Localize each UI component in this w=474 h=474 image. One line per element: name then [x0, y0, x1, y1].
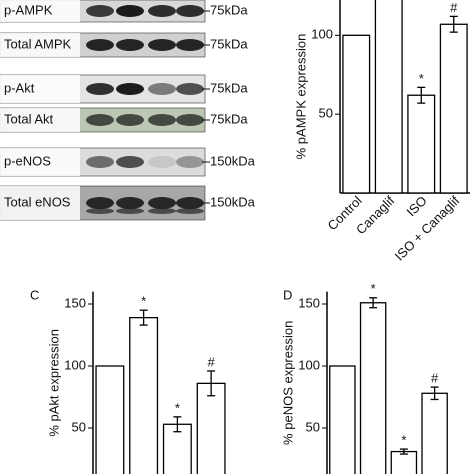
annotation: *	[175, 400, 180, 415]
bar	[359, 302, 387, 474]
blot-band	[116, 114, 144, 126]
x-tick-label: ISO	[403, 193, 429, 219]
error-bar	[449, 15, 458, 33]
blot-band	[176, 197, 204, 209]
y-tick-label: 100	[298, 357, 320, 372]
marker-label: 150kDa	[210, 153, 256, 168]
blot-band	[176, 208, 204, 214]
error-bar	[139, 309, 148, 326]
blot-band	[176, 5, 204, 17]
annotation: *	[371, 281, 376, 296]
blot-label-box	[0, 108, 80, 132]
blot-label: Total eNOS	[4, 194, 71, 209]
y-tick-label: 100	[64, 357, 86, 372]
blot-band	[148, 156, 176, 168]
blot-band	[116, 83, 144, 95]
y-axis-label: % pAkt expression	[46, 329, 61, 437]
blot-band	[148, 5, 176, 17]
error-bar	[207, 370, 216, 397]
annotation: *	[401, 433, 406, 448]
blot-band	[116, 5, 144, 17]
blot-band	[86, 208, 114, 214]
blot-label: Total AMPK	[4, 36, 72, 51]
blot-label-box	[0, 186, 80, 220]
blot-band	[86, 156, 114, 168]
blot-label-box	[0, 0, 80, 22]
bar	[95, 365, 125, 474]
blot-band	[116, 197, 144, 209]
error-bar	[399, 448, 408, 455]
bar	[407, 94, 436, 194]
y-tick-label: 150	[298, 295, 320, 310]
blot-band	[176, 156, 204, 168]
blot-band	[116, 156, 144, 168]
blot-band	[86, 39, 114, 51]
blot-band	[176, 114, 204, 126]
blot-label-box	[0, 75, 80, 103]
blot-band	[176, 39, 204, 51]
panel-label: C	[30, 287, 39, 302]
blot-band	[148, 208, 176, 214]
blot-band	[86, 83, 114, 95]
annotation: #	[208, 354, 216, 369]
error-bar	[173, 416, 182, 433]
blot-band	[116, 39, 144, 51]
error-bar	[369, 297, 378, 309]
marker-label: 75kDa	[210, 80, 248, 95]
y-tick-label: 150	[64, 295, 86, 310]
blot-band	[148, 39, 176, 51]
blot-label-box	[0, 33, 80, 57]
marker-label: 150kDa	[210, 194, 256, 209]
bar	[162, 423, 192, 474]
blot-label: p-eNOS	[4, 153, 51, 168]
bar	[329, 365, 356, 474]
y-axis-label: % pAMPK expression	[293, 34, 308, 160]
blot-label: p-Akt	[4, 80, 35, 95]
blot-band	[148, 114, 176, 126]
blot-band	[148, 197, 176, 209]
marker-label: 75kDa	[210, 2, 248, 17]
marker-label: 75kDa	[210, 36, 248, 51]
error-bar	[430, 386, 439, 401]
blot-band	[176, 83, 204, 95]
bar	[129, 316, 159, 474]
bar	[374, 0, 403, 194]
blot-label-box	[0, 148, 80, 176]
bar	[439, 23, 468, 194]
blot-band	[86, 114, 114, 126]
annotation: #	[431, 371, 439, 386]
y-tick-label: 50	[306, 419, 320, 434]
blot-band	[148, 83, 176, 95]
blot-band	[86, 197, 114, 209]
error-bar	[417, 86, 426, 104]
annotation: #	[450, 0, 458, 15]
bar	[390, 450, 418, 474]
bar	[196, 382, 226, 474]
bar	[342, 34, 371, 194]
blot-band	[116, 208, 144, 214]
y-tick-label: 100	[311, 27, 333, 42]
marker-label: 75kDa	[210, 111, 248, 126]
panel-label: D	[283, 287, 292, 302]
blot-label: p-AMPK	[4, 2, 53, 17]
bar	[421, 392, 448, 474]
y-axis-label: % peNOS expression	[280, 321, 295, 445]
blot-band	[86, 5, 114, 17]
y-tick-label: 50	[72, 419, 86, 434]
y-tick-label: 50	[319, 106, 333, 121]
blot-label: Total Akt	[4, 111, 54, 126]
annotation: *	[141, 294, 146, 309]
annotation: *	[419, 71, 424, 86]
